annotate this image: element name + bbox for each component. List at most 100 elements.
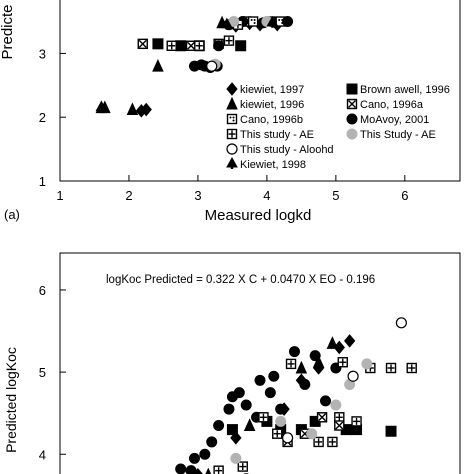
point-this-study-ae (337, 357, 348, 368)
legend-item-kiewiet-1997: kiewiet, 1997 (226, 82, 304, 96)
point-kiewiet-1996 (295, 360, 308, 374)
point-this-study-ae (237, 461, 248, 472)
point-moavoy-2001 (175, 463, 187, 474)
legend-item-kiewiet-1996: kiewiet, 1996 (226, 96, 304, 111)
point-kiewiet-1996 (126, 102, 139, 116)
legend-item-this-study-aloohd: This study - Aloohd (226, 143, 334, 156)
point-moavoy-2001 (254, 374, 266, 386)
point-this-study-ae (361, 358, 373, 370)
point-kiewiet-1998 (266, 15, 279, 28)
point-this-study-ae (213, 465, 224, 474)
panel-b: 4 5 6 logKoc Predicted = 0.322 X C + 0.047… (3, 252, 461, 474)
point-this-study-aloohd (206, 60, 218, 72)
point-this-study-ae (285, 358, 297, 370)
point-this-study-ae (275, 415, 287, 427)
point-cano-1996a (316, 412, 328, 423)
panel-a-plot-frame (59, 0, 461, 182)
point-kiewiet-1996 (312, 355, 325, 368)
point-this-study-ae (194, 40, 205, 51)
panel-b-y-axis-label: Predicted logKoc (3, 347, 19, 453)
x-tick-label: 6 (401, 188, 408, 203)
point-moavoy-2001 (188, 452, 200, 464)
point-this-study-aloohd (395, 317, 407, 329)
point-this-study-ae (223, 35, 235, 46)
point-kiewiet-1996 (205, 467, 212, 474)
legend-marker (346, 113, 358, 125)
point-cano-1996a (137, 38, 148, 50)
panel-a-x-axis-label: Measured logkd (205, 207, 312, 224)
panel-a-x-ticks: 1 2 3 4 5 6 (56, 175, 408, 203)
legend-label: This Study - AE (360, 129, 436, 141)
point-this-study-ae (258, 412, 269, 423)
point-this-study-ae (406, 362, 417, 374)
x-tick-label: 2 (125, 188, 132, 203)
panel-a-label: (a) (4, 207, 20, 222)
point-cano-1996a (334, 420, 345, 431)
x-tick-label: 5 (332, 188, 339, 203)
point-kiewiet-1997 (295, 373, 308, 388)
y-tick-label: 2 (39, 110, 46, 125)
legend-label: MoAvoy, 2001 (360, 114, 429, 126)
point-kiewiet-1997 (278, 402, 290, 416)
point-this-study-ae (272, 428, 283, 439)
legend-label: Brown awell, 1996 (360, 84, 450, 96)
x-tick-label: 3 (194, 188, 201, 203)
legend-marker (226, 156, 238, 169)
point-this-study-aloohd (347, 370, 359, 382)
x-tick-label: 1 (56, 188, 63, 203)
point-kiewiet-1998 (95, 100, 108, 113)
point-kiewiet-1998 (221, 17, 233, 30)
panel-a: 1 2 3 4 5 6 1 2 3 kiewiet, 1997 kiewiet, 1996 Can… (0, 0, 461, 224)
point-kiewiet-1997 (230, 431, 242, 445)
y-tick-label: 1 (39, 174, 46, 189)
legend-item-cano-1996b: Cano, 1996b (226, 113, 303, 126)
legend-marker (226, 96, 238, 110)
point-this-study-ae (351, 416, 362, 427)
point-this-study-ae (230, 452, 242, 464)
panel-b-points (175, 317, 417, 474)
legend-item-kiewiet-1998: Kiewiet, 1998 (226, 156, 306, 171)
legend-item-this-study-ae: This Study - AE (346, 128, 436, 141)
x-tick-label: 4 (263, 188, 270, 203)
point-this-study-ae (313, 436, 324, 448)
legend-label: Cano, 1996a (360, 99, 424, 111)
panel-a-y-ticks: 1 2 3 (39, 46, 66, 189)
panel-a-y-axis-label: Predicte (0, 4, 16, 59)
point-moavoy-2001 (288, 346, 300, 358)
legend-marker (346, 83, 358, 95)
point-kiewiet-1997 (344, 334, 356, 348)
legend-marker (346, 98, 358, 110)
point-moavoy-2001 (264, 387, 276, 399)
point-moavoy-2001 (223, 403, 235, 415)
y-tick-label: 6 (39, 283, 46, 298)
y-tick-label: 5 (39, 365, 46, 380)
point-cano-1996b (247, 16, 259, 27)
point-kiewiet-1996 (152, 58, 164, 72)
point-this-study-ae (385, 362, 397, 374)
legend-item-cano-1996a: Cano, 1996a (346, 98, 424, 111)
point-moavoy-2001 (213, 40, 225, 52)
y-tick-label: 4 (39, 447, 46, 462)
panel-b-plot-frame (59, 252, 461, 474)
point-brown-awell-1996 (235, 40, 247, 52)
legend-label: Kiewiet, 1998 (240, 159, 306, 171)
legend-marker (226, 113, 238, 125)
point-moavoy-2001 (206, 436, 218, 448)
point-moavoy-2001 (282, 16, 294, 28)
panel-a-points (95, 15, 294, 118)
y-tick-label: 3 (39, 46, 46, 61)
point-moavoy-2001 (213, 420, 225, 431)
legend-marker (226, 143, 238, 155)
point-moavoy-2001 (320, 395, 332, 407)
point-this-study-ae (330, 399, 342, 411)
legend-label: This study - Aloohd (240, 144, 334, 156)
legend-item-moavoy-2001: MoAvoy, 2001 (346, 113, 429, 126)
legend-label: This study - AE (240, 129, 314, 141)
point-kiewiet-1996 (326, 336, 339, 349)
point-moavoy-2001 (233, 387, 245, 399)
legend-label: kiewiet, 1997 (240, 84, 304, 96)
point-brown-awell-1996 (175, 40, 187, 52)
legend-marker (346, 128, 358, 140)
panel-a-legend: kiewiet, 1997 kiewiet, 1996 Cano, 1996b Thi… (226, 82, 450, 171)
